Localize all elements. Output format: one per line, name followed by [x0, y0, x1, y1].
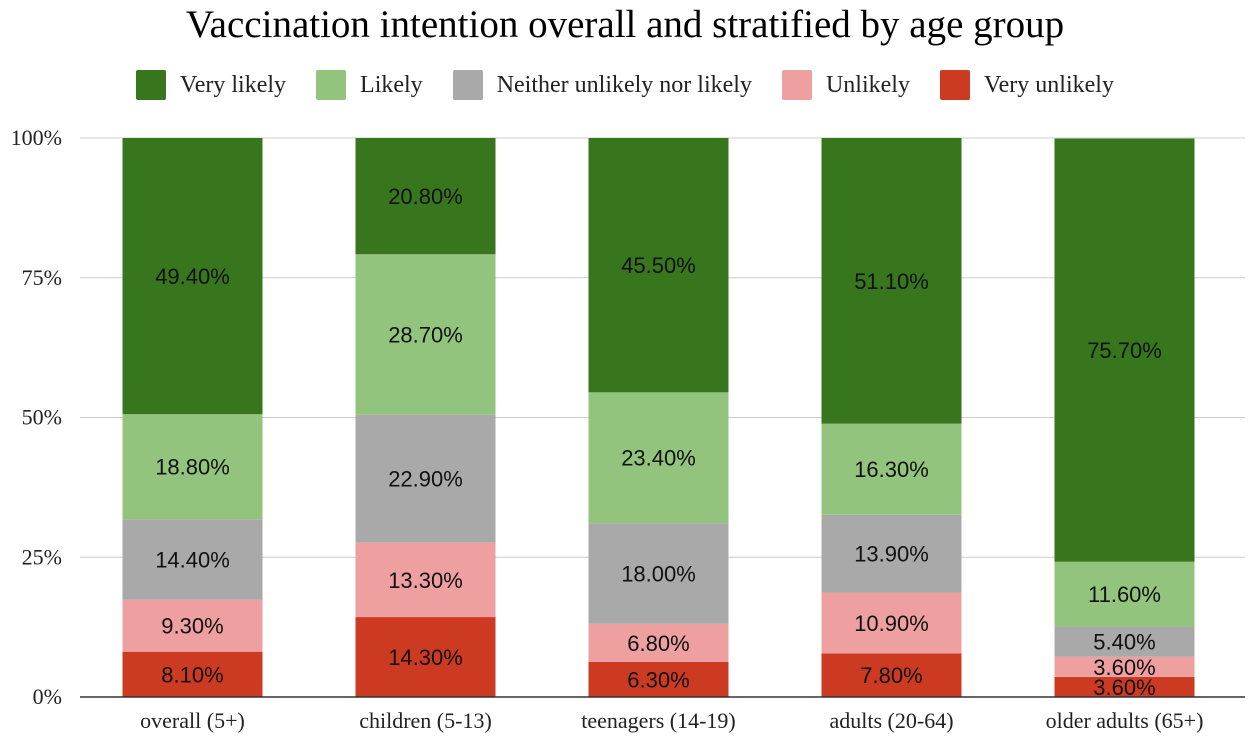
data-label: 51.10%	[854, 269, 929, 294]
data-label: 5.40%	[1093, 630, 1155, 655]
data-label: 20.80%	[388, 184, 463, 209]
legend: Very likely Likely Neither unlikely nor li…	[0, 70, 1250, 100]
data-label: 8.10%	[161, 662, 223, 687]
data-label: 49.40%	[155, 264, 230, 289]
chart-title: Vaccination intention overall and strati…	[185, 3, 1065, 46]
data-label: 18.00%	[621, 561, 696, 586]
bar-segment	[1054, 656, 1195, 677]
bar-segment	[122, 138, 263, 415]
x-tick-label: adults (20-64)	[829, 708, 953, 733]
x-tick-label: teenagers (14-19)	[581, 708, 736, 733]
bar-segment	[355, 542, 496, 618]
data-label: 14.40%	[155, 547, 230, 572]
data-label: 6.80%	[627, 631, 689, 656]
legend-item: Likely	[316, 70, 423, 100]
y-tick-label: 50%	[22, 405, 62, 430]
bar-segment	[355, 414, 496, 543]
data-label: 11.60%	[1088, 582, 1161, 607]
y-tick-label: 75%	[22, 265, 62, 290]
x-tick-label: overall (5+)	[140, 708, 245, 733]
data-label: 18.80%	[155, 455, 230, 480]
data-label: 14.30%	[388, 645, 463, 670]
data-label: 22.90%	[388, 467, 463, 492]
bar-segment	[1054, 676, 1195, 697]
data-label: 3.60%	[1093, 655, 1155, 680]
data-label: 13.90%	[854, 542, 929, 567]
bar-segment	[122, 651, 263, 697]
legend-item: Very likely	[136, 70, 286, 100]
y-tick-label: 25%	[22, 544, 62, 569]
bar-segment	[588, 523, 729, 624]
data-label: 10.90%	[854, 611, 929, 636]
bar-segment	[588, 661, 729, 697]
legend-item: Very unlikely	[939, 70, 1114, 100]
legend-swatch	[136, 70, 167, 100]
data-label: 9.30%	[161, 614, 223, 639]
legend-label: Likely	[360, 71, 423, 98]
bar-segment	[355, 138, 496, 255]
bar-segment	[588, 138, 729, 393]
data-label: 75.70%	[1087, 338, 1162, 363]
legend-item: Neither unlikely nor likely	[452, 70, 752, 100]
bar-segment	[122, 599, 263, 652]
bar-segment	[821, 514, 962, 593]
bar-segment	[821, 592, 962, 654]
bar-segment	[122, 519, 263, 600]
bar-segment	[1054, 561, 1195, 627]
legend-swatch	[939, 70, 970, 100]
legend-swatch	[452, 70, 483, 100]
legend-swatch	[316, 70, 347, 100]
x-tick-label: older adults (65+)	[1046, 708, 1204, 733]
legend-item: Unlikely	[781, 70, 910, 100]
bar-segment	[588, 623, 729, 662]
legend-swatch	[781, 70, 812, 100]
x-tick-label: children (5-13)	[359, 708, 492, 733]
legend-label: Very unlikely	[983, 71, 1114, 98]
y-tick-label: 100%	[11, 125, 62, 150]
data-label: 13.30%	[388, 568, 463, 593]
legend-label: Neither unlikely nor likely	[496, 71, 752, 98]
data-label: 23.40%	[621, 446, 696, 471]
data-label: 16.30%	[854, 457, 929, 482]
bar-segment	[122, 414, 263, 520]
y-tick-label: 0%	[33, 684, 62, 709]
legend-label: Unlikely	[825, 71, 910, 98]
bar-segment	[821, 138, 962, 424]
data-label: 28.70%	[388, 322, 463, 347]
bar-segment	[1054, 626, 1195, 657]
data-label: 3.60%	[1093, 675, 1155, 700]
data-label: 7.80%	[860, 663, 922, 688]
data-label: 45.50%	[621, 253, 696, 278]
bar-segment	[355, 254, 496, 415]
bar-segment	[355, 617, 496, 697]
bar-segment	[1054, 138, 1195, 562]
bar-segment	[821, 653, 962, 697]
bar-segment	[588, 392, 729, 524]
bar-segment	[821, 423, 962, 515]
data-label: 6.30%	[627, 667, 689, 692]
legend-label: Very likely	[180, 71, 287, 98]
